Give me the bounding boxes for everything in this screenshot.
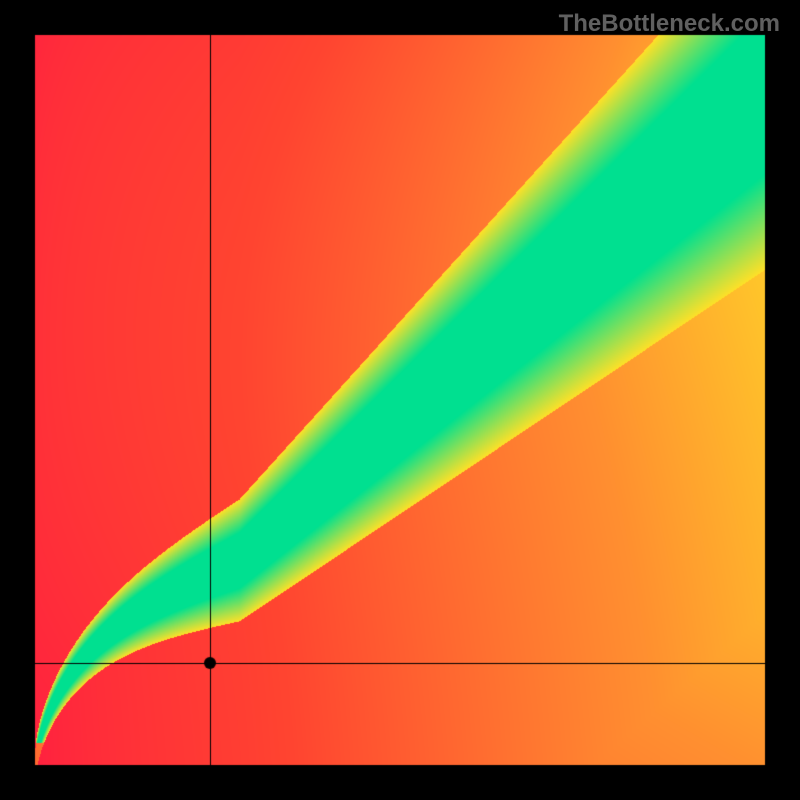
bottleneck-heatmap bbox=[0, 0, 800, 800]
watermark-text: TheBottleneck.com bbox=[559, 10, 780, 38]
heatmap-canvas bbox=[0, 0, 800, 800]
